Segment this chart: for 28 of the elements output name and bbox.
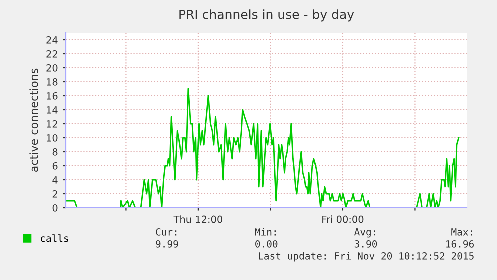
y-tick-label: 8 xyxy=(52,148,58,156)
y-tick-label: 24 xyxy=(46,36,58,44)
chart-title: PRI channels in use - by day xyxy=(180,10,354,22)
y-tick-label: 4 xyxy=(52,176,58,184)
x-tick-label: Fri 00:00 xyxy=(322,216,364,224)
y-tick-label: 20 xyxy=(46,64,58,72)
text: 9.99 xyxy=(156,240,178,248)
y-axis-title: active connections xyxy=(30,68,38,172)
x-tick-label: Thu 12:00 xyxy=(174,216,223,224)
line-series xyxy=(66,88,460,208)
y-tick-label: 12 xyxy=(47,120,58,128)
y-tick-label: 0 xyxy=(52,204,58,212)
text: 0.00 xyxy=(256,240,278,248)
y-tick-label: 10 xyxy=(47,134,58,142)
y-tick-label: 14 xyxy=(47,106,58,114)
legend-label: calls xyxy=(41,234,68,242)
text: Avg: xyxy=(354,228,376,238)
y-tick-label: 2 xyxy=(52,190,58,198)
text: Max: xyxy=(452,228,472,236)
text: 3.90 xyxy=(354,240,378,248)
text: 16.96 xyxy=(446,240,474,248)
y-tick-label: 18 xyxy=(47,78,58,86)
y-tick-label: 16 xyxy=(47,92,58,100)
y-tick-label: 22 xyxy=(46,50,58,58)
text: Cur: xyxy=(156,228,177,236)
text: Min: xyxy=(255,228,276,236)
y-tick-label: 6 xyxy=(52,162,58,170)
text: Last update: Fri Nov 20 10:12:52 2015 xyxy=(259,252,474,262)
